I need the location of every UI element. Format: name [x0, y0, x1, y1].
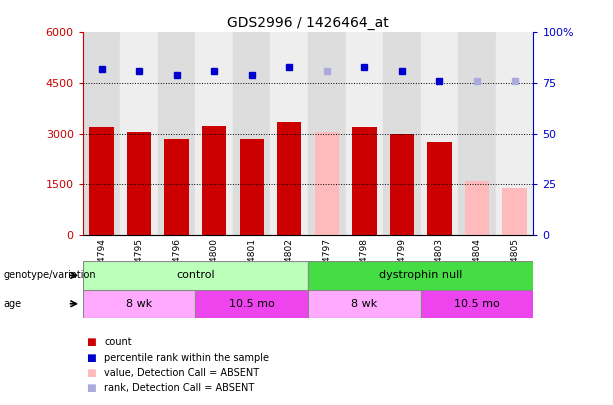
- Bar: [346, 32, 383, 235]
- Text: 10.5 mo: 10.5 mo: [454, 299, 500, 309]
- Bar: [196, 32, 233, 235]
- Bar: [240, 139, 264, 235]
- Bar: [352, 127, 376, 235]
- Bar: [233, 32, 270, 235]
- Text: count: count: [104, 337, 132, 347]
- Text: value, Detection Call = ABSENT: value, Detection Call = ABSENT: [104, 368, 259, 378]
- Bar: [164, 139, 189, 235]
- Bar: [89, 127, 114, 235]
- Bar: [196, 290, 308, 318]
- Bar: [314, 132, 339, 235]
- Text: ■: ■: [86, 353, 96, 362]
- Bar: [202, 126, 226, 235]
- Text: age: age: [3, 299, 21, 309]
- Bar: [383, 32, 421, 235]
- Text: percentile rank within the sample: percentile rank within the sample: [104, 353, 269, 362]
- Bar: [277, 122, 302, 235]
- Text: ■: ■: [86, 368, 96, 378]
- Text: rank, Detection Call = ABSENT: rank, Detection Call = ABSENT: [104, 384, 254, 393]
- Bar: [421, 290, 533, 318]
- Bar: [427, 142, 452, 235]
- Text: genotype/variation: genotype/variation: [3, 271, 96, 280]
- Bar: [270, 32, 308, 235]
- Bar: [158, 32, 196, 235]
- Bar: [502, 188, 527, 235]
- Text: 8 wk: 8 wk: [126, 299, 152, 309]
- Bar: [83, 261, 308, 290]
- Bar: [83, 290, 196, 318]
- Bar: [308, 32, 346, 235]
- Text: control: control: [176, 271, 215, 280]
- Bar: [421, 32, 458, 235]
- Bar: [127, 132, 151, 235]
- Bar: [308, 290, 421, 318]
- Bar: [83, 32, 120, 235]
- Bar: [465, 181, 489, 235]
- Bar: [308, 261, 533, 290]
- Bar: [390, 134, 414, 235]
- Text: ■: ■: [86, 337, 96, 347]
- Text: 8 wk: 8 wk: [351, 299, 378, 309]
- Text: dystrophin null: dystrophin null: [379, 271, 462, 280]
- Bar: [120, 32, 158, 235]
- Text: 10.5 mo: 10.5 mo: [229, 299, 275, 309]
- Bar: [458, 32, 496, 235]
- Bar: [496, 32, 533, 235]
- Text: ■: ■: [86, 384, 96, 393]
- Title: GDS2996 / 1426464_at: GDS2996 / 1426464_at: [227, 16, 389, 30]
